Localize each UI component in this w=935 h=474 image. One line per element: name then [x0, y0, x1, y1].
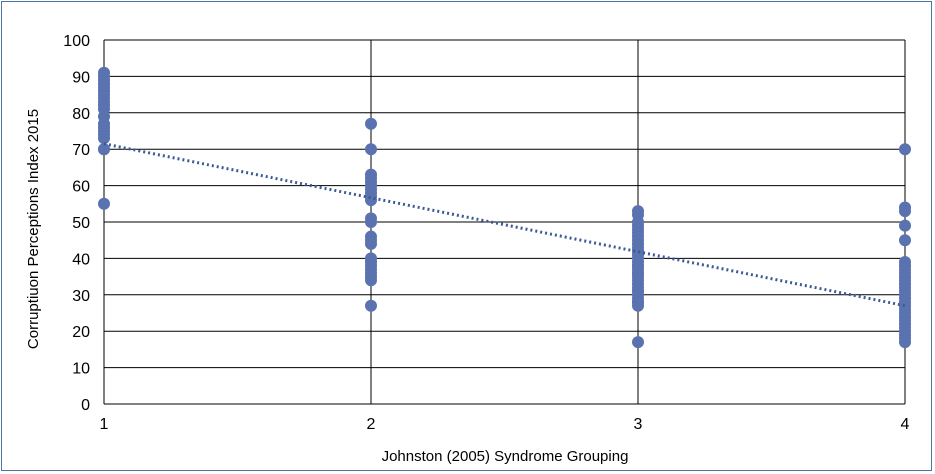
data-point [899, 143, 911, 156]
y-tick-label: 10 [72, 361, 90, 378]
data-point [98, 92, 110, 105]
data-point [365, 183, 377, 196]
y-tick-label: 70 [72, 142, 90, 159]
data-point [98, 197, 110, 210]
data-point [899, 336, 911, 349]
y-tick-label: 90 [72, 69, 90, 86]
data-point [365, 216, 377, 228]
y-tick-label: 100 [63, 33, 90, 50]
data-point [365, 117, 377, 130]
x-tick-label: 3 [634, 416, 643, 433]
y-tick-label: 80 [72, 106, 90, 123]
y-tick-label: 20 [72, 324, 90, 341]
data-point [632, 219, 644, 232]
x-tick-label: 4 [901, 416, 910, 433]
data-point [365, 143, 377, 156]
x-tick-labels: 1 2 3 4 [100, 416, 910, 433]
y-tick-label: 50 [72, 215, 90, 232]
data-points [98, 66, 911, 349]
x-tick-label: 2 [367, 416, 376, 433]
data-point [365, 194, 377, 207]
y-tick-label: 40 [72, 251, 90, 268]
data-point [632, 245, 644, 258]
data-point [365, 274, 377, 287]
y-tick-labels: 0 10 20 30 40 50 60 70 80 90 100 [63, 33, 90, 414]
y-tick-label: 60 [72, 179, 90, 196]
grid [103, 39, 906, 405]
data-point [98, 132, 110, 145]
data-point [632, 266, 644, 279]
data-point [632, 208, 644, 221]
data-point [632, 296, 644, 309]
data-point [365, 237, 377, 250]
data-point [899, 219, 911, 232]
data-point [98, 143, 110, 156]
data-point [899, 205, 911, 218]
data-point [899, 234, 911, 247]
trendline [103, 142, 906, 308]
x-tick-label: 1 [100, 416, 109, 433]
data-point [632, 285, 644, 298]
x-axis-title: Johnston (2005) Syndrome Grouping [382, 448, 629, 465]
y-axis-title: Corruptiuon Perceptions Index 2015 [25, 109, 42, 349]
data-point [365, 299, 377, 312]
y-tick-label: 0 [81, 397, 90, 414]
data-point [632, 336, 644, 349]
y-tick-label: 30 [72, 288, 90, 305]
data-point [365, 256, 377, 269]
